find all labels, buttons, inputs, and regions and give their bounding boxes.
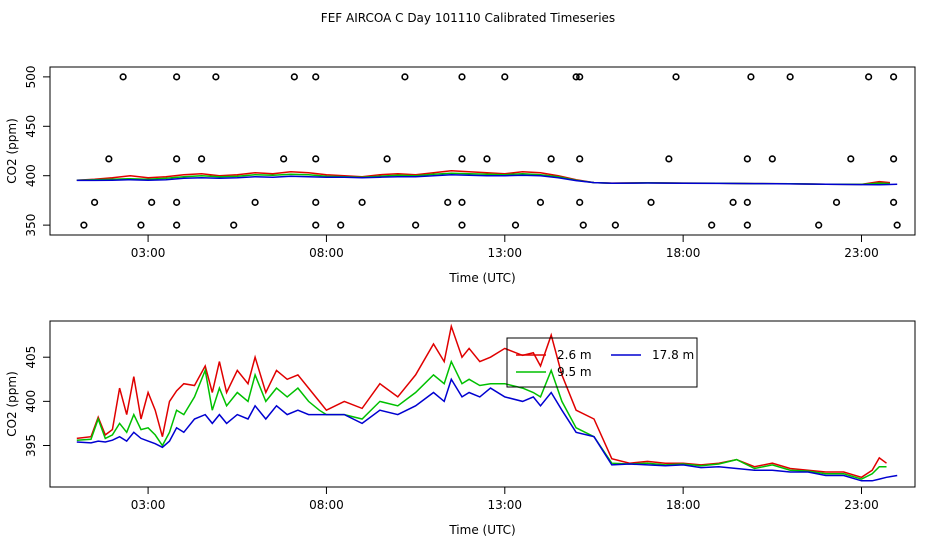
calibration-point [536, 198, 545, 206]
calibration-point [768, 155, 776, 163]
calibration-point [786, 73, 794, 81]
calibration-point [444, 198, 452, 206]
calibration-point [893, 221, 901, 229]
legend-label: 2.6 m [557, 348, 592, 362]
calibration-point [815, 221, 823, 229]
top-x-tick-label: 23:00 [844, 246, 879, 260]
calibration-point [401, 73, 409, 81]
calibration-point [80, 221, 88, 229]
calibration-point [105, 155, 113, 163]
calibration-point [173, 198, 181, 206]
bottom-y-axis-label: CO2 (ppm) [5, 371, 19, 437]
calibration-point [119, 73, 127, 81]
calibration-point [312, 221, 320, 229]
calibration-point [743, 221, 751, 229]
bottom-y-tick-label: 405 [24, 346, 38, 369]
bottom-series-line-17-8-m [76, 377, 898, 482]
top-x-tick-label: 13:00 [487, 246, 522, 260]
bottom-x-tick-label: 18:00 [666, 498, 701, 512]
calibration-point [547, 155, 555, 163]
calibration-point [743, 155, 751, 163]
chart-title: FEF AIRCOA C Day 101110 Calibrated Times… [321, 11, 615, 25]
calibration-point [672, 73, 680, 81]
legend-label: 17.8 m [652, 348, 694, 362]
calibration-point [501, 73, 509, 81]
calibration-point [312, 73, 320, 81]
calibration-point [412, 221, 420, 229]
calibration-point [337, 221, 345, 229]
calibration-point [579, 221, 587, 229]
calibration-point [458, 73, 466, 81]
calibration-point [212, 73, 220, 81]
top-y-axis-label: CO2 (ppm) [5, 118, 19, 184]
calibration-point [865, 73, 873, 81]
calibration-point [197, 155, 206, 163]
top-x-axis-label: Time (UTC) [448, 271, 515, 285]
calibration-point [458, 198, 466, 206]
calibration-point [847, 155, 855, 163]
bottom-x-tick-label: 13:00 [487, 498, 522, 512]
calibration-point [312, 155, 320, 163]
bottom-plot-frame [49, 320, 916, 488]
calibration-point [832, 198, 841, 206]
bottom-y-tick-label: 400 [24, 390, 38, 413]
top-panel: 03:00 08:00 13:00 18:00 23:00 350 400 450 500 Tim… [5, 65, 916, 285]
top-x-tick-label: 18:00 [666, 246, 701, 260]
calibration-point [90, 198, 99, 206]
calibration-point [458, 155, 466, 163]
bottom-x-axis-label: Time (UTC) [448, 523, 515, 537]
calibration-point [576, 198, 584, 206]
top-y-tick-label: 400 [24, 164, 38, 187]
calibration-point [290, 73, 298, 81]
top-y-tick-label: 350 [24, 214, 38, 237]
calibration-point [889, 155, 898, 163]
bottom-series-line-9-5-m [76, 359, 887, 480]
calibration-point [173, 221, 181, 229]
calibration-point [137, 221, 145, 229]
calibration-point [743, 198, 751, 206]
top-series-line-17-8-m [76, 173, 898, 186]
calibration-point [889, 73, 898, 81]
legend: 2.6 m 17.8 m 9.5 m [506, 337, 698, 388]
bottom-y-tick-label: 395 [24, 434, 38, 457]
calibration-point [173, 73, 181, 81]
calibration-point [483, 155, 491, 163]
calibration-point [383, 155, 391, 163]
calibration-point [665, 155, 673, 163]
calibration-point [647, 198, 655, 206]
calibration-point [173, 155, 181, 163]
calibration-point [230, 221, 238, 229]
calibration-point [511, 221, 520, 229]
legend-label: 9.5 m [557, 365, 592, 379]
calibration-point [280, 155, 288, 163]
bottom-x-tick-label: 08:00 [309, 498, 344, 512]
calibration-point [747, 73, 755, 81]
calibration-point [576, 73, 584, 81]
top-y-tick-label: 450 [24, 115, 38, 138]
bottom-x-tick-label: 03:00 [131, 498, 166, 512]
top-plot-frame [49, 66, 916, 236]
legend-box [506, 337, 698, 388]
calibration-point [358, 198, 366, 206]
top-x-tick-label: 08:00 [309, 246, 344, 260]
top-y-tick-label: 500 [24, 65, 38, 88]
top-x-tick-label: 03:00 [131, 246, 166, 260]
calibration-point [148, 198, 156, 206]
calibration-point [312, 198, 320, 206]
calibration-point [576, 155, 584, 163]
bottom-panel: 03:00 08:00 13:00 18:00 23:00 395 400 405 Time (… [5, 320, 916, 537]
bottom-series-line-2-6-m [76, 323, 887, 479]
calibration-point [889, 198, 898, 206]
calibration-point [708, 221, 716, 229]
bottom-x-tick-label: 23:00 [844, 498, 879, 512]
calibration-point [729, 198, 737, 206]
calibration-point [251, 198, 259, 206]
calibration-point [611, 221, 619, 229]
calibration-point [458, 221, 466, 229]
calibration-point [572, 73, 580, 81]
